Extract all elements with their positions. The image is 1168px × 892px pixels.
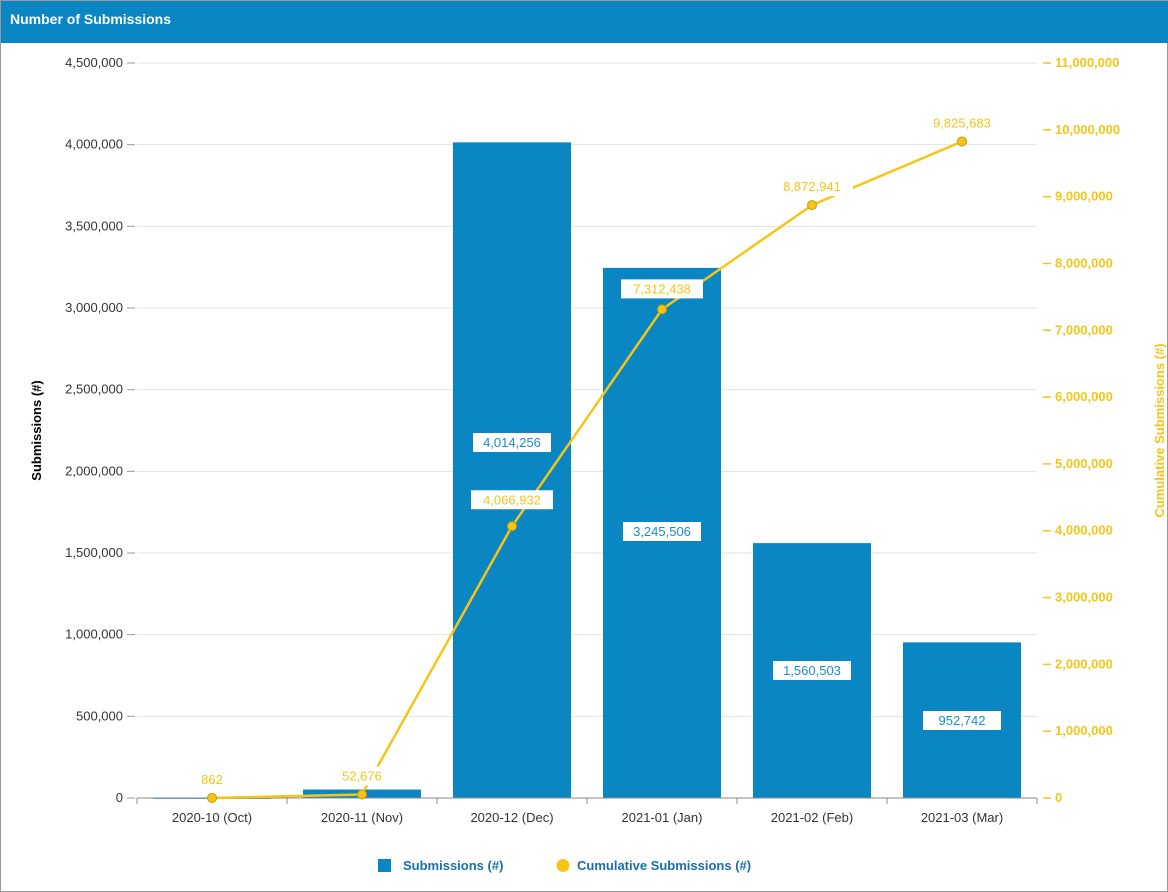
left-axis-tick-label: 500,000	[76, 708, 123, 723]
bar-data-label: 1,560,503	[783, 663, 841, 678]
bar-data-label-bg	[923, 711, 1001, 730]
right-axis-tick-label: 1,000,000	[1055, 723, 1113, 738]
line-point	[957, 136, 967, 147]
line-data-label: 4,066,932	[483, 492, 541, 507]
line-data-label: 52,676	[342, 768, 382, 783]
bar	[453, 142, 571, 798]
x-axis-tick-label: 2020-11 (Nov)	[321, 810, 403, 825]
bar-data-label-bg	[623, 522, 701, 541]
left-axis-tick-label: 4,000,000	[65, 137, 123, 152]
line-point	[507, 521, 517, 532]
right-axis-tick-label: 9,000,000	[1055, 189, 1113, 204]
x-axis-tick-label: 2021-03 (Mar)	[921, 810, 1003, 825]
left-axis-tick-label: 2,500,000	[65, 382, 123, 397]
line-data-label: 7,312,438	[633, 281, 691, 296]
x-axis-tick-label: 2021-01 (Jan)	[622, 810, 703, 825]
line-data-label: 862	[201, 772, 223, 787]
legend-line-swatch[interactable]	[556, 859, 570, 872]
right-axis-tick-label: 11,000,000	[1055, 55, 1119, 70]
bar-data-label-bg	[773, 661, 851, 680]
line-data-label: 8,872,941	[783, 179, 841, 194]
right-axis-tick-label: 6,000,000	[1055, 389, 1113, 404]
line-point	[807, 200, 817, 211]
left-axis-tick-label: 1,000,000	[65, 627, 123, 642]
right-axis-tick-label: 0	[1055, 790, 1062, 805]
right-axis-tick-label: 2,000,000	[1055, 656, 1113, 671]
legend-item-submissions: Submissions (#)	[403, 858, 503, 873]
legend-bar-swatch[interactable]	[378, 859, 391, 872]
line-data-label-bg	[621, 279, 703, 299]
right-axis-title: Cumulative Submissions (#)	[1152, 343, 1167, 517]
panel-title: Number of Submissions	[10, 11, 172, 27]
left-axis-tick-label: 1,500,000	[65, 545, 123, 560]
left-axis-tick-label: 3,000,000	[65, 300, 123, 315]
x-axis-tick-label: 2020-12 (Dec)	[470, 810, 553, 825]
bar-data-label: 952,742	[939, 713, 986, 728]
line-point	[357, 789, 367, 800]
line-data-label-bg	[921, 113, 1003, 133]
right-axis-tick-label: 5,000,000	[1055, 456, 1113, 471]
left-axis-tick-label: 2,000,000	[65, 463, 123, 478]
line-data-label-bg	[771, 177, 853, 197]
line-point	[207, 792, 217, 803]
right-axis-tick-label: 3,000,000	[1055, 590, 1113, 605]
right-axis-tick-label: 10,000,000	[1055, 122, 1120, 137]
right-axis-tick-label: 8,000,000	[1055, 255, 1113, 270]
x-axis-tick-label: 2020-10 (Oct)	[172, 810, 252, 825]
left-axis-tick-label: 3,500,000	[65, 218, 123, 233]
left-axis-title: Submissions (#)	[29, 380, 44, 480]
x-axis-tick-label: 2021-02 (Feb)	[771, 810, 853, 825]
line-data-label-bg	[471, 490, 553, 510]
bar-data-label: 3,245,506	[633, 524, 691, 539]
right-axis-tick-label: 7,000,000	[1055, 322, 1113, 337]
right-axis-tick-label: 4,000,000	[1055, 523, 1113, 538]
line-data-label-bg	[321, 766, 403, 786]
line-point	[657, 304, 667, 315]
left-axis-tick-label: 0	[116, 790, 123, 805]
bar-data-label: 4,014,256	[483, 435, 541, 450]
legend-item-cumulative: Cumulative Submissions (#)	[577, 858, 751, 873]
line-data-label: 9,825,683	[933, 115, 991, 130]
left-axis-tick-label: 4,500,000	[65, 55, 123, 70]
panel-header: Number of Submissions	[1, 1, 1168, 43]
bar-data-label-bg	[473, 433, 551, 452]
